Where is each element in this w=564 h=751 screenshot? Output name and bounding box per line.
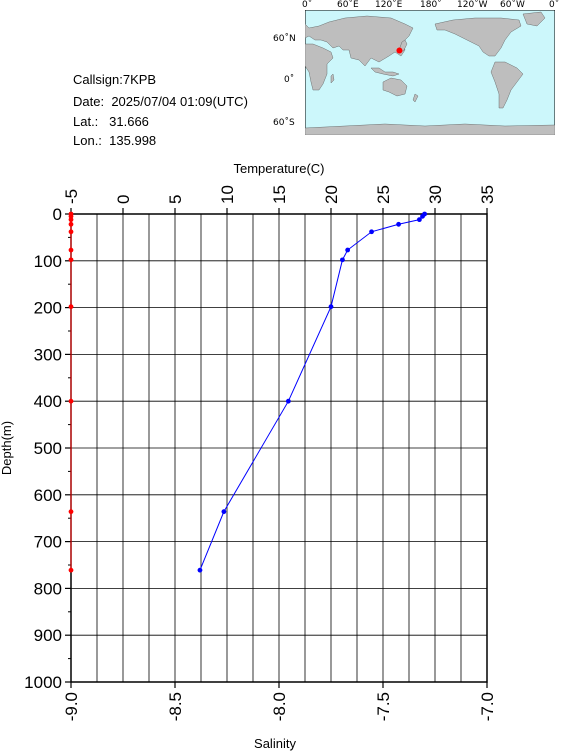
tick-label-depth: 800 — [34, 579, 62, 598]
data-point-salinity — [68, 221, 74, 227]
tick-label-temperature: -5 — [62, 189, 81, 204]
tick-label-depth: 400 — [34, 392, 62, 411]
land-new-zealand — [412, 93, 419, 103]
longitude-label: Lon.: — [73, 133, 102, 148]
tick-label-salinity: -8.0 — [270, 692, 289, 721]
map-tick-lat-60n: 60˚N — [273, 34, 296, 44]
tick-label-temperature: 35 — [478, 185, 497, 204]
latitude-line: Lat.: 31.666 — [73, 114, 149, 129]
map-landmasses — [305, 11, 555, 135]
data-point-salinity — [68, 247, 74, 253]
data-point-temperature — [420, 213, 425, 219]
map-tick-lon-180: 180˚ — [420, 0, 442, 10]
callsign-label: Callsign: — [73, 72, 123, 87]
tick-label-salinity: -7.0 — [478, 692, 497, 721]
data-point-temperature — [396, 221, 401, 227]
date-value: 2025/07/04 01:09(UTC) — [111, 94, 248, 109]
longitude-line: Lon.: 135.998 — [73, 133, 156, 148]
salinity-axis-title: Salinity — [254, 736, 296, 751]
data-point-temperature — [345, 247, 351, 253]
data-point-salinity — [68, 304, 74, 310]
map-tick-lat-60s: 60˚S — [273, 118, 295, 128]
land-australia — [382, 77, 408, 97]
land-africa — [305, 43, 334, 91]
map-tick-lon-0-east: 0˚ — [549, 0, 560, 10]
tick-label-temperature: 15 — [270, 185, 289, 204]
land-greenland — [522, 11, 546, 27]
data-point-temperature — [197, 567, 203, 573]
data-point-temperature — [340, 257, 345, 263]
data-point-temperature — [221, 509, 227, 515]
map-tick-lon-60w: 60˚W — [500, 0, 525, 10]
data-point-temperature — [369, 229, 374, 235]
map-tick-lon-120e: 120˚E — [375, 0, 403, 10]
tick-label-temperature: 0 — [114, 195, 133, 204]
tick-label-depth: 700 — [34, 533, 62, 552]
date-label: Date: — [73, 94, 105, 109]
tick-label-depth: 1000 — [24, 673, 62, 692]
map-tick-lon-60e: 60˚E — [337, 0, 359, 10]
tick-label-depth: 900 — [34, 626, 62, 645]
world-map-inset — [305, 10, 555, 135]
data-point-salinity — [68, 567, 74, 573]
tick-label-depth: 300 — [34, 345, 62, 364]
station-location-marker — [396, 47, 403, 54]
tick-label-salinity: -9.0 — [62, 692, 81, 721]
land-north-america — [434, 17, 522, 57]
latitude-value: 31.666 — [109, 114, 149, 129]
tick-label-depth: 200 — [34, 299, 62, 318]
tick-label-depth: 600 — [34, 486, 62, 505]
data-point-salinity — [68, 398, 74, 404]
map-tick-lon-120w: 120˚W — [457, 0, 488, 10]
land-south-america — [490, 61, 524, 109]
chart-grid — [70, 213, 488, 683]
tick-label-temperature: 5 — [166, 195, 185, 204]
data-point-temperature — [417, 217, 422, 223]
latitude-label: Lat.: — [73, 114, 99, 129]
world-map — [305, 10, 555, 135]
tick-label-temperature: 25 — [374, 185, 393, 204]
tick-label-temperature: 10 — [218, 185, 237, 204]
tick-label-depth: 500 — [34, 439, 62, 458]
tick-label-salinity: -8.5 — [166, 692, 185, 721]
data-point-temperature — [285, 398, 291, 404]
tick-label-depth: 100 — [34, 252, 62, 271]
land-eurasia — [305, 15, 414, 67]
callsign-value: 7KPB — [122, 72, 157, 87]
temperature-axis-title: Temperature(C) — [233, 161, 324, 176]
land-antarctica — [305, 123, 555, 135]
data-point-temperature — [328, 304, 334, 310]
map-tick-lat-0: 0˚ — [284, 75, 295, 85]
data-point-salinity — [68, 229, 74, 235]
tick-label-depth: 0 — [53, 205, 62, 224]
depth-axis-title: Depth(m) — [0, 421, 14, 475]
map-tick-lon-0-west: 0˚ — [302, 0, 313, 10]
data-point-salinity — [68, 257, 74, 263]
land-indonesia — [370, 67, 400, 77]
date-line: Date: 2025/07/04 01:09(UTC) — [73, 94, 248, 109]
tick-label-temperature: 30 — [426, 185, 445, 204]
data-point-salinity — [68, 509, 74, 515]
tick-label-temperature: 20 — [322, 185, 341, 204]
callsign-line: Callsign:7KPB — [73, 72, 156, 87]
tick-label-salinity: -7.5 — [374, 692, 393, 721]
data-point-salinity — [68, 217, 74, 223]
series-line-temperature — [199, 213, 425, 571]
land-madagascar — [330, 73, 335, 84]
chart-series — [68, 211, 427, 573]
longitude-value: 135.998 — [109, 133, 157, 148]
